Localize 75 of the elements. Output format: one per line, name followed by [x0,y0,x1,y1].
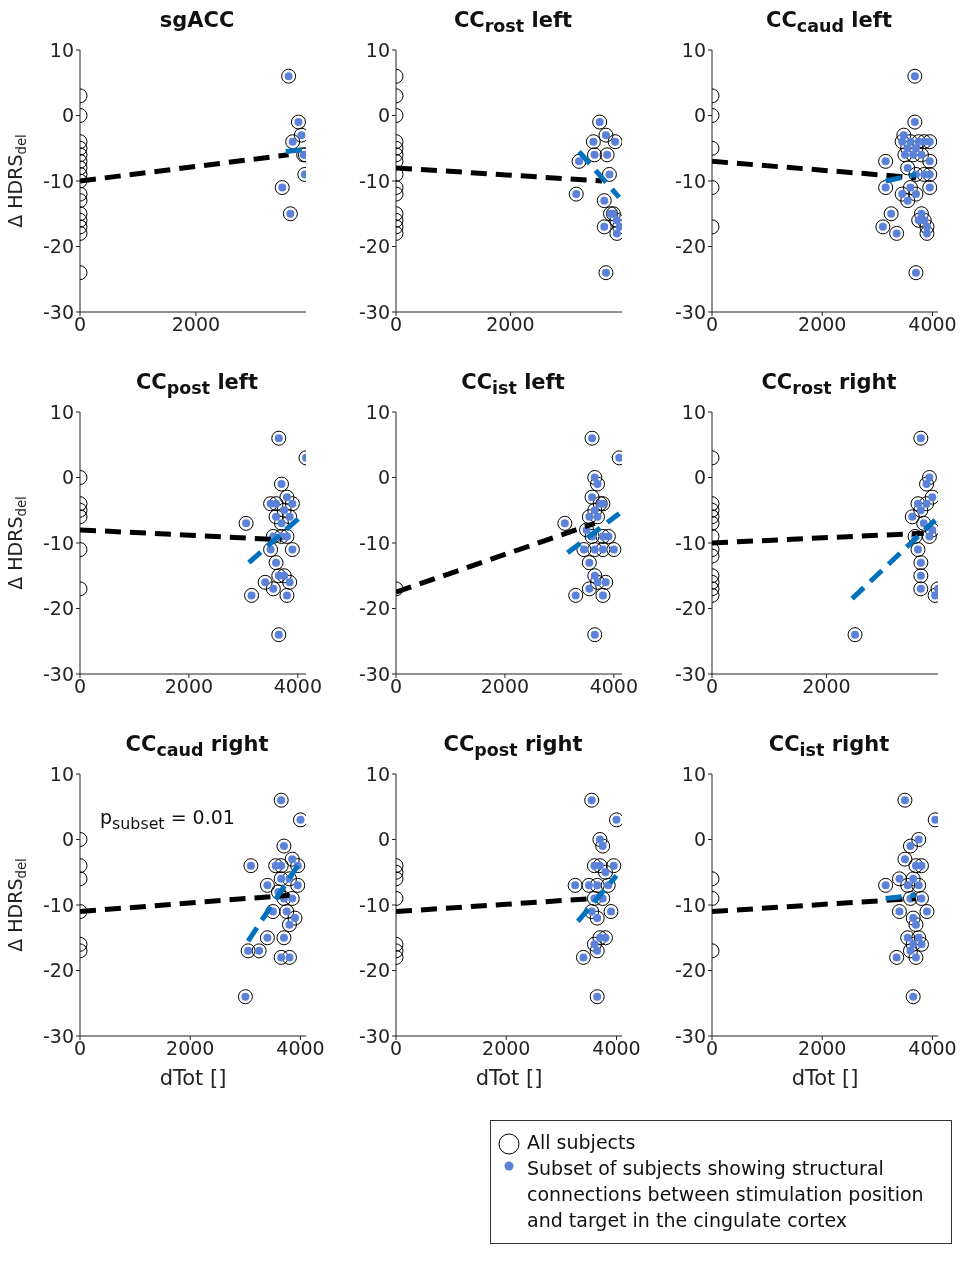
x-tick-label: 2000 [798,1037,847,1060]
y-tick-label: -20 [674,235,706,258]
y-tick-label: -10 [42,531,74,554]
chart-title: CC$_{rost}$ left [453,8,573,37]
x-tick-label: 2000 [166,1037,215,1060]
y-tick-label: -10 [42,893,74,916]
y-tick-label: 10 [49,762,74,785]
y-tick-label: -10 [358,893,390,916]
x-tick-label: 2000 [171,313,221,336]
y-tick-label: 0 [377,828,390,851]
y-tick-label: -20 [358,959,390,982]
y-tick-label: -20 [674,597,706,620]
x-tick-label: 4000 [592,1037,641,1060]
y-tick-label: 10 [681,38,706,61]
y-tick-label: 10 [49,400,74,423]
y-tick-label: 0 [377,104,390,127]
y-tick-label: -20 [358,597,390,620]
y-tick-label: -30 [358,662,390,685]
y-tick-label: -30 [674,1024,706,1047]
y-tick-label: 0 [61,104,74,127]
y-tick-label: -10 [674,169,706,192]
x-tick-label: 2000 [482,1037,531,1060]
x-tick-label: 2000 [802,675,851,698]
y-tick-label: -20 [674,959,706,982]
y-tick-label: -30 [674,300,706,323]
y-tick-label: -10 [674,893,706,916]
x-tick-label: 4000 [273,675,323,698]
y-tick-label: 0 [377,466,390,489]
x-tick-label: 2000 [480,675,530,698]
chart-title: sgACC [159,8,235,32]
x-tick-label: 4000 [908,313,957,336]
chart-title: CC$_{post}$ right [443,732,583,761]
y-tick-label: -10 [42,169,74,192]
x-axis-title: dTot [] [474,1066,544,1090]
legend-label: Subset of subjects showing structural connections between stimulation position and target in the cingulate cortex [527,1156,925,1233]
legend-label: All subjects [527,1130,636,1155]
y-tick-label: 0 [61,466,74,489]
y-tick-label: -20 [358,235,390,258]
annotation: p$_{subset}$ = 0.01 [100,806,235,833]
y-tick-label: 10 [681,400,706,423]
chart-title: CC$_{rost}$ right [761,370,897,399]
y-tick-label: 0 [693,466,706,489]
y-tick-label: -30 [674,662,706,685]
chart-title: CC$_{ist}$ right [768,732,890,761]
chart-title: CC$_{caud}$ left [766,8,892,37]
y-tick-label: -30 [358,300,390,323]
y-tick-label: 0 [693,104,706,127]
x-tick-label: 2000 [486,313,535,336]
chart-title: CC$_{post}$ left [135,370,259,399]
x-tick-label: 2000 [798,313,847,336]
chart-title: CC$_{ist}$ left [461,370,565,399]
y-tick-label: -10 [358,531,390,554]
x-tick-label: 2000 [164,675,214,698]
y-tick-label: -10 [358,169,390,192]
x-tick-label: 4000 [908,1037,957,1060]
y-tick-label: 0 [693,828,706,851]
y-tick-label: 10 [365,400,390,423]
y-tick-label: 10 [365,762,390,785]
x-tick-label: 4000 [589,675,639,698]
y-tick-label: 10 [49,38,74,61]
y-tick-label: -30 [358,1024,390,1047]
chart-title: CC$_{caud}$ right [125,732,269,761]
x-axis-title: dTot [] [790,1066,860,1090]
y-tick-label: -10 [674,531,706,554]
y-tick-label: -30 [42,300,74,323]
y-tick-label: 10 [681,762,706,785]
y-tick-label: 10 [365,38,390,61]
x-axis-title: dTot [] [158,1066,228,1090]
x-tick-label: 4000 [276,1037,325,1060]
y-tick-label: -30 [42,1024,74,1047]
y-tick-label: -20 [42,597,74,620]
y-tick-label: -20 [42,959,74,982]
y-tick-label: -30 [42,662,74,685]
y-tick-label: -20 [42,235,74,258]
y-tick-label: 0 [61,828,74,851]
